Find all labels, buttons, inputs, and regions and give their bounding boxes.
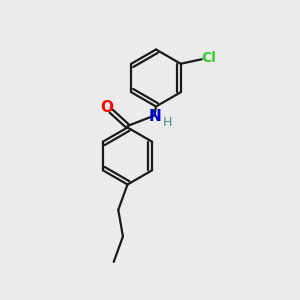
Text: O: O <box>100 100 113 116</box>
Text: H: H <box>162 116 172 129</box>
Text: N: N <box>149 109 161 124</box>
Text: Cl: Cl <box>201 51 216 65</box>
